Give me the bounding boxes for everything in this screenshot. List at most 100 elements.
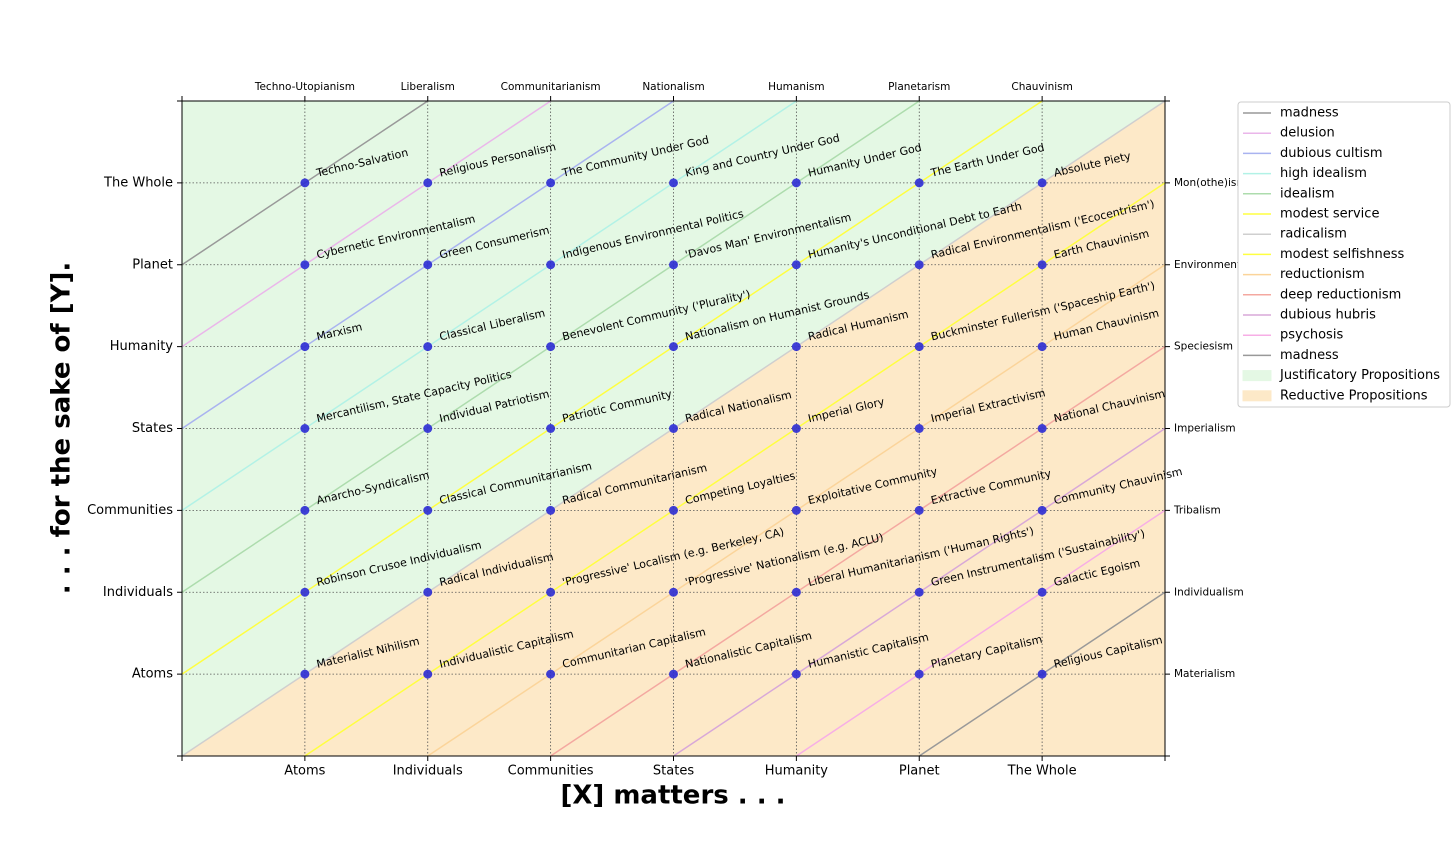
point (914, 587, 924, 597)
x2-tick-label: Chauvinism (1011, 81, 1072, 93)
x2-tick-label: Communitarianism (501, 81, 601, 93)
legend-label: reductionism (1280, 267, 1365, 282)
x2-tick-label: Humanism (768, 81, 824, 93)
legend-label: idealism (1280, 186, 1335, 201)
y-tick-label: The Whole (103, 175, 173, 190)
diagonal-line (550, 346, 1166, 757)
y2-tick-label: Speciesism (1174, 341, 1233, 353)
point (1037, 342, 1047, 352)
x-axis-label: [X] matters . . . (560, 781, 785, 811)
y2-tick-label: Mon(othe)ism (1174, 177, 1247, 189)
x-tick-label: Individuals (393, 764, 463, 779)
diagonal-line (181, 100, 1043, 675)
point (423, 260, 433, 270)
diagonal-line (795, 509, 1166, 757)
point (669, 505, 678, 515)
point (546, 178, 556, 188)
x-tick-label: Planet (899, 764, 940, 779)
point (423, 424, 433, 433)
legend-label: modest service (1280, 207, 1379, 222)
legend-label: madness (1280, 348, 1339, 363)
point (300, 342, 310, 352)
point (546, 424, 556, 433)
point (1037, 505, 1047, 515)
point (791, 587, 801, 597)
x2-tick-label: Techno-Utopianism (254, 81, 355, 93)
y2-tick-label: Imperialism (1174, 423, 1236, 435)
point (1037, 587, 1047, 597)
point (546, 260, 556, 270)
diagonal-line (181, 100, 797, 511)
point (546, 342, 556, 352)
point (546, 587, 556, 597)
point (300, 505, 310, 515)
point (914, 260, 924, 270)
point (791, 260, 801, 270)
legend-label: dubious hubris (1280, 308, 1376, 323)
legend: madness delusion dubious cultism high ideal… (1242, 106, 1440, 403)
x-tick-label: Atoms (284, 764, 325, 779)
x-tick-label: Humanity (765, 764, 829, 779)
plot-area: Atoms Individuals Communities States Humanit… (87, 81, 1269, 779)
point (300, 669, 310, 679)
point (1037, 178, 1047, 188)
point (423, 587, 433, 597)
point (300, 260, 310, 270)
y-tick-label: Humanity (110, 339, 174, 354)
point (300, 587, 310, 597)
x-tick-label: States (653, 764, 694, 779)
legend-label: modest selfishness (1280, 247, 1404, 262)
legend-box (1237, 101, 1451, 408)
point (669, 178, 678, 188)
x2-tick-label: Nationalism (642, 81, 704, 93)
x2-tick-label: Planetarism (888, 81, 950, 93)
point (791, 505, 801, 515)
y-tick-label: States (132, 421, 173, 436)
legend-label: high idealism (1280, 166, 1367, 181)
point (1037, 260, 1047, 270)
point (423, 178, 433, 188)
y-tick-label: Atoms (132, 667, 173, 682)
point (914, 178, 924, 188)
x-tick-label: The Whole (1007, 764, 1077, 779)
plot-frame (181, 100, 1166, 757)
legend-swatch (1242, 390, 1272, 402)
point (791, 178, 801, 188)
point (914, 505, 924, 515)
frame-ticks (177, 96, 1170, 761)
y-tick-label: Planet (132, 257, 173, 272)
point (914, 424, 924, 433)
legend-label: delusion (1280, 126, 1335, 141)
point (914, 342, 924, 352)
point (423, 505, 433, 515)
point (300, 178, 310, 188)
point (1037, 424, 1047, 433)
point (669, 587, 678, 597)
point (791, 424, 801, 433)
legend-label: psychosis (1280, 328, 1343, 343)
point (669, 342, 678, 352)
point (669, 424, 678, 433)
y-axis-label: . . . for the sake of [Y]. (47, 262, 77, 594)
diagonal-line (304, 182, 1166, 757)
point (669, 669, 678, 679)
y-tick-label: Individuals (103, 585, 173, 600)
y-tick-label: Communities (87, 503, 173, 518)
legend-label: madness (1280, 106, 1339, 121)
x2-tick-label: Liberalism (401, 81, 455, 93)
legend-label: radicalism (1280, 227, 1347, 242)
legend-swatch (1242, 370, 1272, 382)
legend-label: Reductive Propositions (1280, 388, 1428, 403)
point (423, 342, 433, 352)
legend-label: dubious cultism (1280, 146, 1383, 161)
y2-tick-label: Individualism (1174, 586, 1244, 598)
y2-tick-label: Materialism (1174, 668, 1235, 680)
x-tick-label: Communities (508, 764, 594, 779)
point (1037, 669, 1047, 679)
point (546, 505, 556, 515)
point (669, 260, 678, 270)
point (791, 669, 801, 679)
point (791, 342, 801, 352)
point (546, 669, 556, 679)
